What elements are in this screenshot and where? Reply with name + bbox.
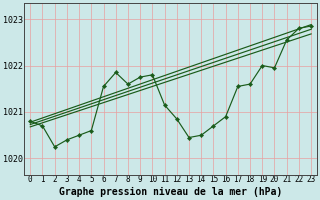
X-axis label: Graphe pression niveau de la mer (hPa): Graphe pression niveau de la mer (hPa)	[59, 187, 282, 197]
